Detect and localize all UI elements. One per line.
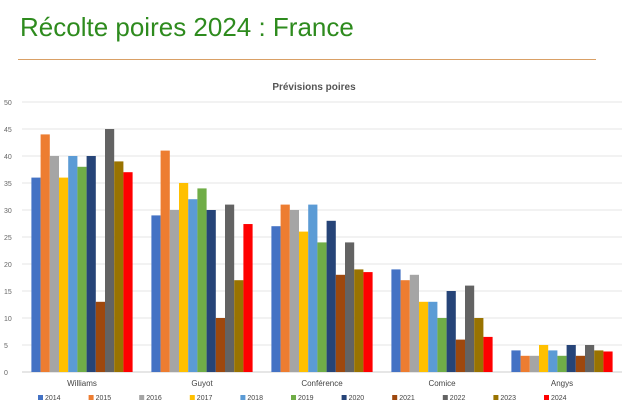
bar-2018-Williams	[68, 156, 78, 372]
legend-swatch-2021	[392, 395, 398, 400]
bar-2023-Guyot	[234, 280, 244, 372]
x-tick-label: Angys	[551, 379, 573, 388]
bar-2022-Conférence	[345, 242, 355, 372]
bar-2023-Williams	[114, 161, 124, 372]
legend-label: 2018	[247, 395, 263, 402]
x-tick-label: Guyot	[191, 379, 213, 388]
y-tick-label: 45	[4, 127, 12, 134]
bar-2018-Angys	[548, 350, 558, 372]
bar-2020-Comice	[446, 291, 456, 372]
legend-swatch-2023	[493, 395, 499, 400]
bar-2021-Comice	[455, 339, 465, 372]
bar-2023-Angys	[594, 350, 604, 372]
bar-2015-Guyot	[160, 150, 170, 372]
bar-2022-Guyot	[225, 204, 235, 372]
bar-2017-Conférence	[299, 231, 309, 372]
legend-swatch-2016	[139, 395, 145, 400]
bar-2021-Conférence	[335, 274, 345, 372]
legend-swatch-2014	[38, 395, 43, 400]
legend-label: 2019	[298, 395, 314, 402]
legend-label: 2016	[146, 395, 162, 402]
bar-2019-Guyot	[197, 188, 207, 372]
bar-2014-Williams	[31, 177, 41, 372]
bar-2022-Comice	[465, 285, 475, 372]
legend-label: 2021	[399, 395, 415, 402]
legend-label: 2014	[45, 395, 61, 402]
y-tick-label: 30	[4, 208, 12, 215]
bar-2018-Conférence	[308, 204, 318, 372]
bar-2014-Angys	[511, 350, 521, 372]
bar-2022-Williams	[105, 129, 115, 372]
bar-2015-Comice	[400, 280, 410, 372]
y-tick-label: 25	[4, 235, 12, 242]
bar-2024-Guyot	[243, 224, 253, 372]
x-tick-label: Conférence	[301, 379, 343, 388]
legend-swatch-2019	[291, 395, 296, 400]
y-tick-label: 50	[4, 100, 12, 107]
bar-2018-Comice	[428, 301, 438, 372]
bar-2018-Guyot	[188, 199, 198, 372]
bar-2019-Angys	[557, 355, 567, 372]
y-tick-label: 5	[4, 343, 8, 350]
legend-label: 2020	[349, 395, 365, 402]
title-divider	[18, 59, 596, 60]
legend-swatch-2020	[341, 395, 347, 400]
bar-2019-Conférence	[317, 242, 327, 372]
bar-2014-Guyot	[151, 215, 161, 372]
bar-2022-Angys	[585, 345, 595, 372]
y-tick-label: 0	[4, 370, 8, 377]
bar-2015-Angys	[520, 355, 530, 372]
bar-2024-Conférence	[363, 272, 373, 372]
y-tick-label: 35	[4, 181, 12, 188]
slide-title: Récolte poires 2024 : France	[20, 12, 354, 42]
bar-2024-Williams	[123, 172, 133, 372]
bar-2021-Williams	[95, 301, 105, 372]
bar-2014-Comice	[391, 269, 401, 372]
bar-2015-Conférence	[280, 204, 290, 372]
bar-2021-Guyot	[215, 318, 225, 372]
bar-2016-Conférence	[289, 210, 299, 372]
bar-2020-Conférence	[326, 220, 336, 372]
bar-2021-Angys	[575, 355, 585, 372]
bar-2015-Williams	[40, 134, 50, 372]
legend-swatch-2018	[240, 395, 246, 400]
bar-2017-Williams	[59, 177, 69, 372]
bar-2023-Conférence	[354, 269, 364, 372]
chart-title: Prévisions poires	[272, 82, 356, 93]
legend-swatch-2024	[544, 395, 549, 400]
legend-swatch-2015	[88, 395, 94, 400]
bar-2023-Comice	[474, 318, 484, 372]
bar-2016-Williams	[49, 156, 59, 372]
bar-2020-Guyot	[206, 210, 216, 372]
legend-label: 2015	[96, 395, 112, 402]
bar-2017-Angys	[539, 345, 549, 372]
bar-2024-Comice	[483, 336, 493, 372]
bar-2017-Guyot	[179, 183, 189, 372]
bar-2014-Conférence	[271, 226, 281, 372]
bar-2020-Williams	[86, 156, 96, 372]
legend-label: 2023	[500, 395, 516, 402]
x-tick-label: Comice	[428, 379, 456, 388]
bar-2020-Angys	[566, 345, 576, 372]
legend-label: 2017	[197, 395, 213, 402]
bar-2024-Angys	[603, 351, 613, 372]
legend-label: 2022	[450, 395, 466, 402]
x-tick-label: Williams	[67, 379, 97, 388]
bar-2016-Guyot	[169, 210, 179, 372]
bar-2017-Comice	[419, 301, 429, 372]
bar-2016-Angys	[529, 355, 539, 372]
y-tick-label: 15	[4, 289, 12, 296]
bar-2019-Williams	[77, 166, 87, 372]
y-tick-label: 20	[4, 262, 12, 269]
legend-swatch-2022	[442, 395, 448, 400]
bar-2016-Comice	[409, 274, 419, 372]
legend-swatch-2017	[189, 395, 195, 400]
y-tick-label: 10	[4, 316, 12, 323]
legend-label: 2024	[551, 395, 567, 402]
y-tick-label: 40	[4, 154, 12, 161]
bar-2019-Comice	[437, 318, 447, 372]
